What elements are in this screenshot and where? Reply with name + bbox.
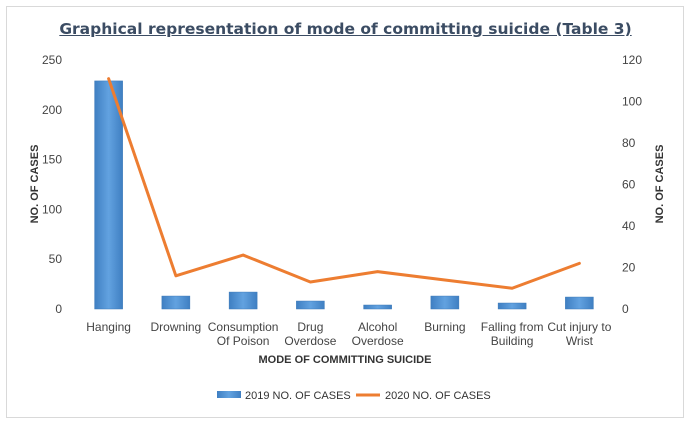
- y2-tick-label: 100: [622, 95, 642, 109]
- y-tick-label: 0: [55, 302, 62, 316]
- bar-2019-2: [228, 291, 258, 310]
- bar-2019-0: [94, 80, 123, 310]
- bar-2019-3: [296, 300, 325, 310]
- y2-tick-label: 120: [622, 53, 642, 67]
- x-tick-label: Cut injury to Wrist: [547, 320, 611, 348]
- x-tick-label: Falling from Building: [481, 320, 544, 348]
- x-tick-label: Hanging: [86, 320, 131, 334]
- x-tick-label: Burning: [424, 320, 465, 334]
- legend-label-line: 2020 NO. OF CASES: [385, 390, 491, 402]
- y2-tick-label: 20: [622, 261, 636, 275]
- y-tick-label: 50: [49, 252, 63, 266]
- y-tick-label: 100: [42, 202, 62, 216]
- x-tick-label: Alcohol Overdose: [352, 320, 404, 348]
- bar-2019-6: [497, 302, 527, 310]
- legend: 2019 NO. OF CASES 2020 NO. OF CASES: [217, 390, 491, 402]
- y-tick-label: 250: [42, 53, 62, 67]
- bar-2019-4: [363, 304, 392, 310]
- bar-2019-7: [565, 296, 594, 310]
- y2-axis-title: NO. OF CASES: [654, 145, 666, 224]
- y2-tick-label: 80: [622, 136, 636, 150]
- legend-swatch-bars: [217, 391, 241, 398]
- y2-tick-label: 40: [622, 219, 636, 233]
- line-2020: [107, 77, 581, 290]
- y-axis-title: NO. OF CASES: [29, 145, 41, 224]
- x-tick-label: Consumption Of Poison: [208, 320, 279, 348]
- bar-2019-1: [161, 295, 191, 310]
- y-tick-label: 150: [42, 153, 62, 167]
- x-axis-title: MODE OF COMMITTING SUICIDE: [259, 354, 432, 366]
- bar-2019-5: [430, 295, 460, 310]
- x-tick-label: Drowning: [151, 320, 202, 334]
- y2-tick-label: 0: [622, 302, 629, 316]
- y-tick-label: 200: [42, 103, 62, 117]
- y2-tick-label: 60: [622, 178, 636, 192]
- chart-title: Graphical representation of mode of comm…: [59, 20, 632, 38]
- chart-frame: [6, 6, 684, 418]
- legend-label-bars: 2019 NO. OF CASES: [245, 390, 351, 402]
- x-tick-label: Drug Overdose: [284, 320, 336, 348]
